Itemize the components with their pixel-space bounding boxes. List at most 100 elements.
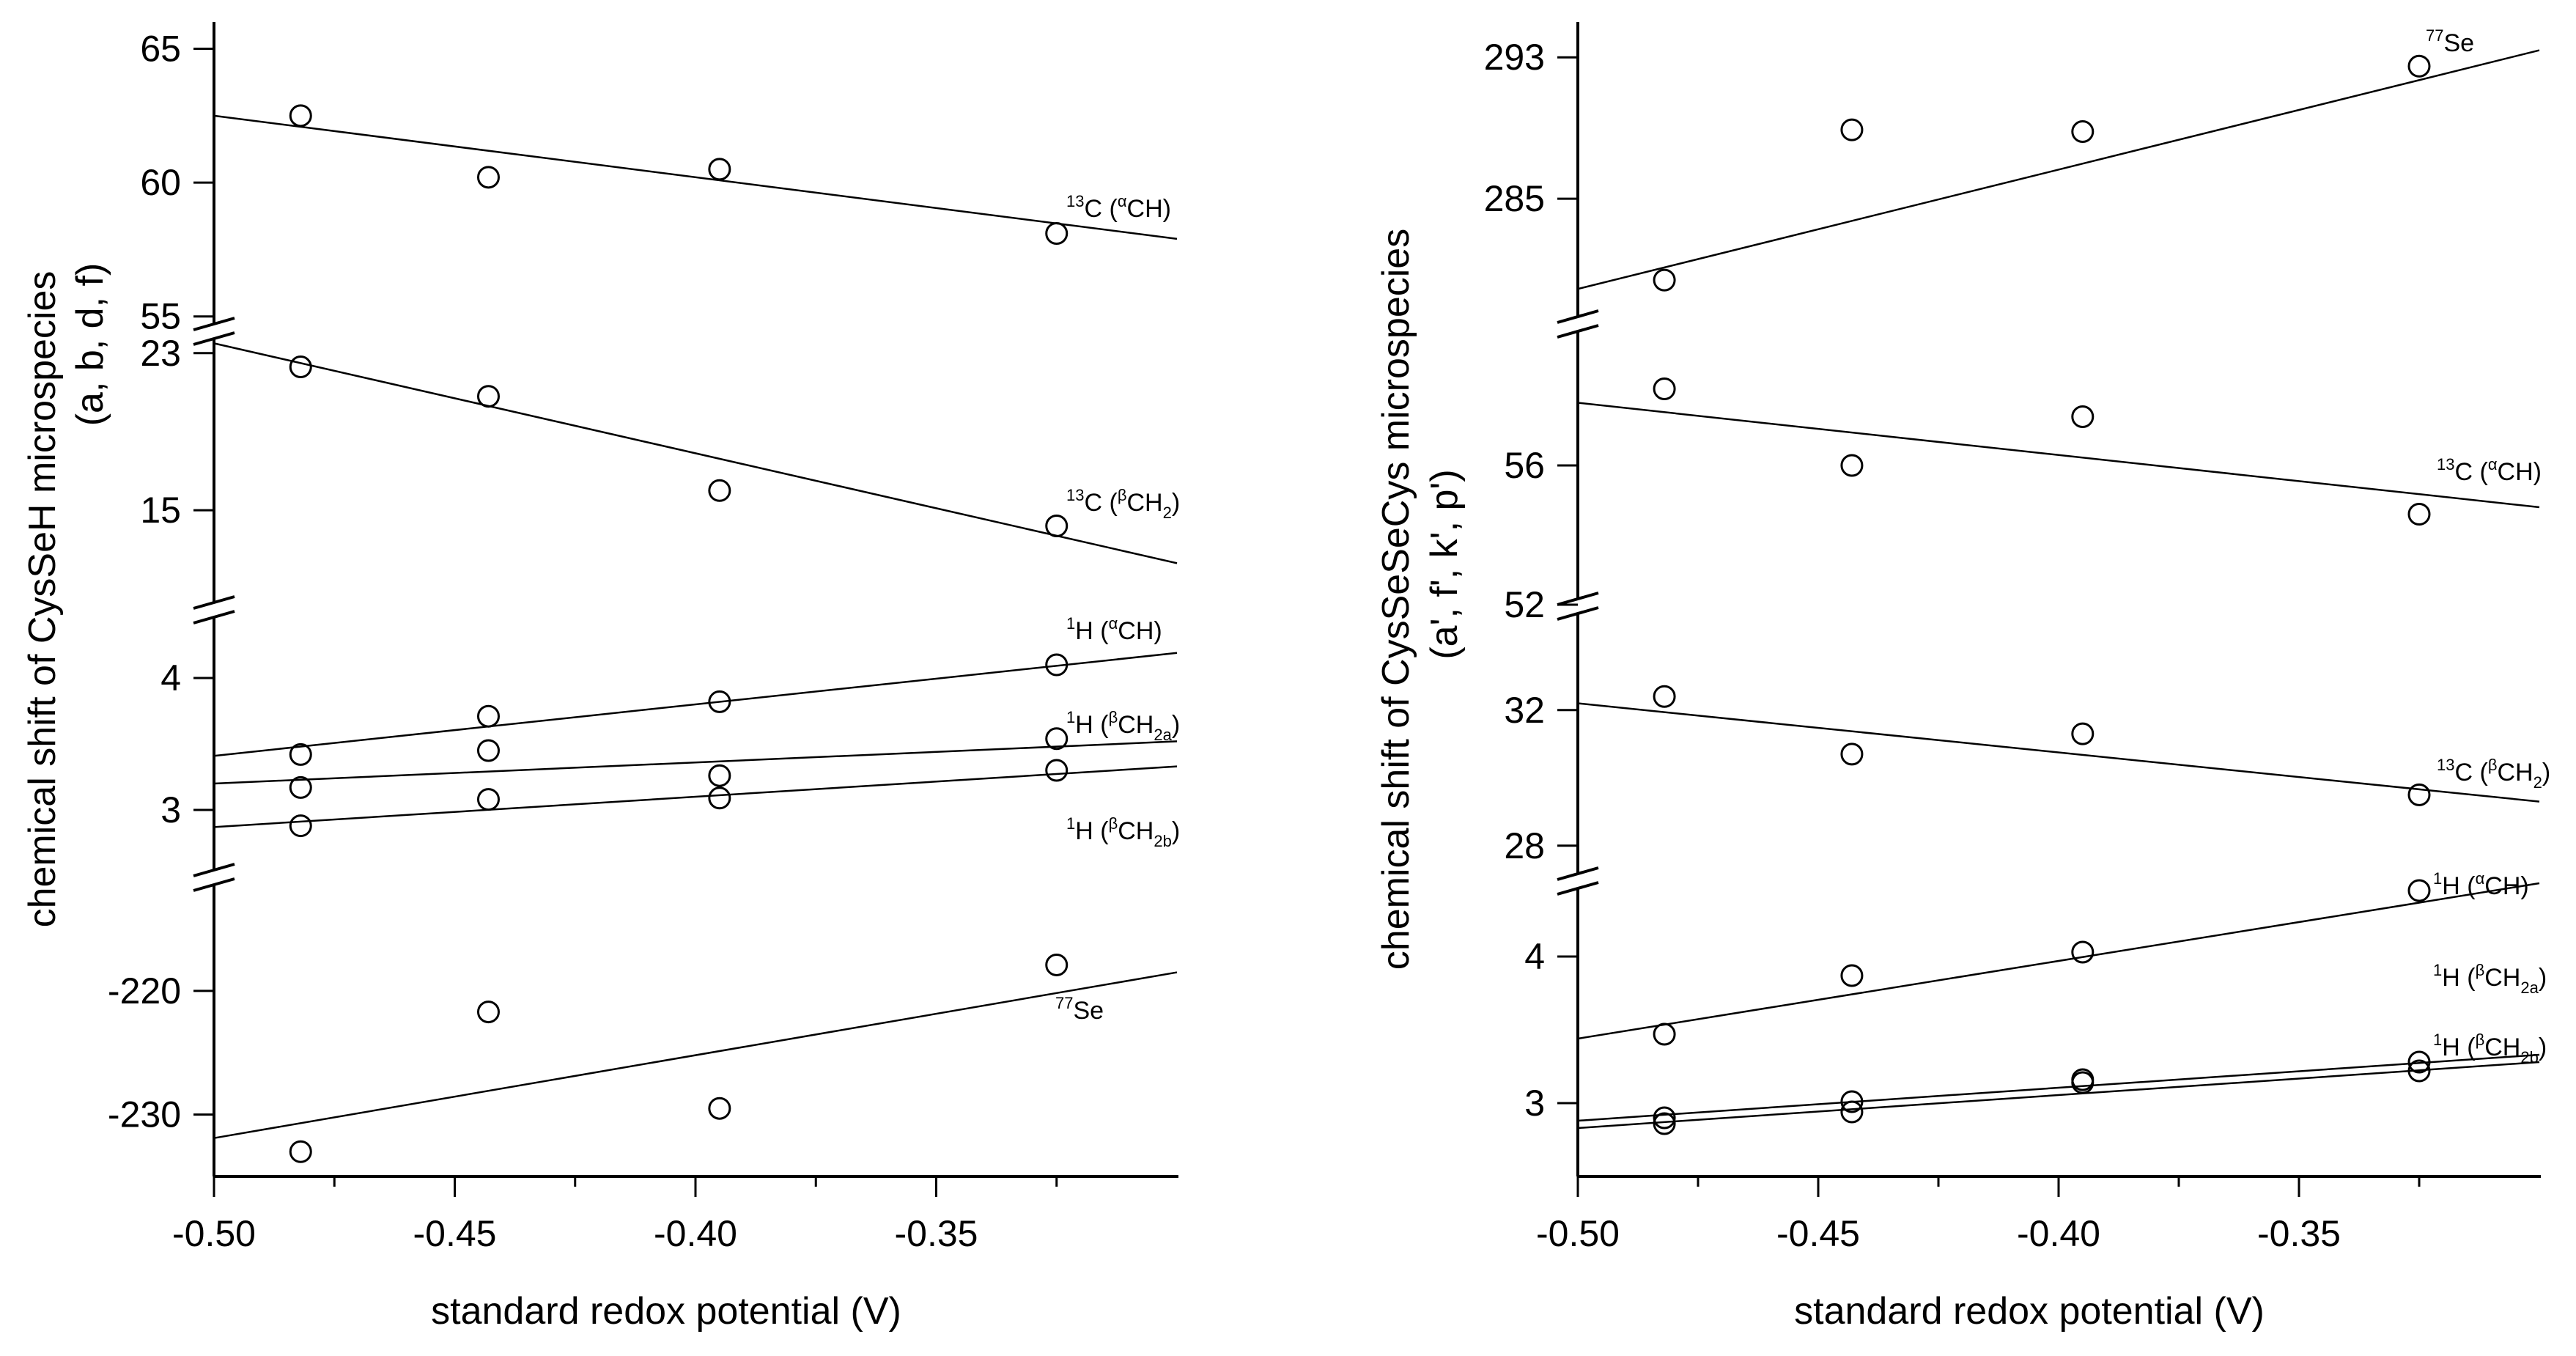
data-point xyxy=(1653,268,1676,292)
x-tick-label: -0.45 xyxy=(1776,1213,1860,1254)
series-label: 1H (βCH2a) xyxy=(1066,708,1180,744)
series-label: 13C (βCH2) xyxy=(2437,756,2550,792)
data-point xyxy=(2071,120,2095,144)
fit-line xyxy=(213,971,1178,1139)
y-tick-label: 32 xyxy=(1504,690,1545,731)
fit-line xyxy=(1577,49,2540,290)
x-tick-label: -0.40 xyxy=(654,1213,737,1254)
data-point xyxy=(2071,940,2095,964)
data-point xyxy=(2407,54,2431,78)
y-tick-label: 56 xyxy=(1504,445,1545,486)
fit-line xyxy=(213,342,1178,564)
data-point xyxy=(1653,377,1676,400)
series-label: 13C (αCH) xyxy=(2437,455,2542,486)
series-3: 1H (αCH) xyxy=(213,614,1178,766)
series-1: 77Se xyxy=(1577,26,2540,292)
y-tick-label: 293 xyxy=(1484,37,1545,78)
y-axis-title: chemical shift of CysSeH microspecies xyxy=(21,271,64,928)
y-tick-label: 65 xyxy=(140,29,181,70)
series-label: 13C (αCH) xyxy=(1066,192,1171,223)
data-point xyxy=(1653,1106,1676,1130)
data-point xyxy=(476,704,500,728)
data-point xyxy=(1840,1100,1864,1124)
data-point xyxy=(1840,743,1864,766)
data-point xyxy=(289,355,312,379)
x-axis-title: standard redox potential (V) xyxy=(1794,1290,2265,1333)
x-axis-title: standard redox potential (V) xyxy=(431,1290,901,1333)
fit-line xyxy=(1577,1053,2540,1122)
data-point xyxy=(1045,222,1069,246)
y-tick-label: 55 xyxy=(140,296,181,337)
y-tick-label: 52 xyxy=(1504,584,1545,625)
series-label: 1H (βCH2a) xyxy=(2433,961,2547,997)
series-label: 13C (βCH2) xyxy=(1066,486,1180,522)
data-point xyxy=(2407,1059,2431,1083)
data-point xyxy=(289,1140,312,1163)
data-point xyxy=(2071,1071,2095,1094)
y-tick-label: 4 xyxy=(1524,936,1545,977)
y-tick-label: 23 xyxy=(140,333,181,374)
series-label: 1H (αCH) xyxy=(2433,869,2529,900)
data-point xyxy=(1840,1090,1864,1113)
series-label: 77Se xyxy=(1055,994,1104,1025)
fit-line xyxy=(213,740,1178,785)
data-point xyxy=(1653,1022,1676,1046)
series-4: 1H (αCH) xyxy=(1577,869,2540,1046)
y-axis-subtitle: (a', f', k', p') xyxy=(1423,469,1466,659)
data-point xyxy=(708,764,731,787)
data-point xyxy=(2071,722,2095,745)
fit-line xyxy=(213,652,1178,757)
fit-line xyxy=(1577,702,2540,803)
data-point xyxy=(476,1001,500,1024)
series-4: 1H (βCH2a) xyxy=(213,708,1180,799)
y-tick-label: 60 xyxy=(140,162,181,203)
series-label: 77Se xyxy=(2426,26,2474,57)
data-point xyxy=(476,788,500,811)
fit-line xyxy=(1577,402,2540,509)
series-2: 13C (αCH) xyxy=(1577,377,2542,526)
x-tick-label: -0.50 xyxy=(1536,1213,1620,1254)
y-axis-title: chemical shift of CysSeSeCys microspecie… xyxy=(1375,229,1417,970)
axis-break xyxy=(1556,866,1600,896)
data-point xyxy=(1840,964,1864,987)
fit-line xyxy=(1577,1061,2540,1130)
series-5: 1H (βCH2b) xyxy=(213,759,1180,850)
series-1: 13C (αCH) xyxy=(213,104,1178,246)
series-label: 1H (βCH2b) xyxy=(2433,1031,2547,1066)
y-tick-label: -220 xyxy=(108,970,181,1012)
y-axis-subtitle: (a, b, d, f) xyxy=(69,263,111,427)
fit-line xyxy=(213,765,1178,828)
series-6: 77Se xyxy=(213,953,1178,1163)
data-point xyxy=(1653,1112,1676,1135)
axis-break xyxy=(192,317,236,346)
fit-line xyxy=(213,114,1178,240)
chart-panel-2: -0.50 -0.45 -0.40 -0.35 285 293 52 56 28 32 3 4 chem… xyxy=(1375,22,2550,1333)
data-point xyxy=(289,743,312,766)
y-tick-label: 4 xyxy=(160,657,181,699)
data-point xyxy=(1045,515,1069,537)
data-point xyxy=(2407,1050,2431,1074)
data-point xyxy=(708,479,731,502)
x-tick-label: -0.35 xyxy=(2257,1213,2341,1254)
data-point xyxy=(1045,653,1069,677)
axis-break xyxy=(192,595,236,624)
chart-panel-1: -0.50 -0.45 -0.40 -0.35 55 60 65 15 23 3 4 -230 -220… xyxy=(21,22,1180,1333)
data-point xyxy=(476,385,500,408)
data-point xyxy=(1045,759,1069,782)
data-point xyxy=(476,739,500,762)
y-tick-label: 3 xyxy=(160,789,181,830)
data-point xyxy=(2071,405,2095,428)
y-tick-label: 3 xyxy=(1524,1083,1545,1124)
axis-break xyxy=(192,863,236,892)
series-label: 1H (βCH2b) xyxy=(1066,814,1180,850)
data-point xyxy=(2407,503,2431,526)
axis-break xyxy=(1556,592,1600,621)
data-point xyxy=(2407,783,2431,806)
data-point xyxy=(708,158,731,181)
data-point xyxy=(2407,879,2431,902)
series-6: 1H (βCH2b) xyxy=(1577,1031,2547,1135)
data-point xyxy=(476,166,500,189)
data-point xyxy=(1045,953,1069,976)
fit-line xyxy=(1577,882,2540,1040)
